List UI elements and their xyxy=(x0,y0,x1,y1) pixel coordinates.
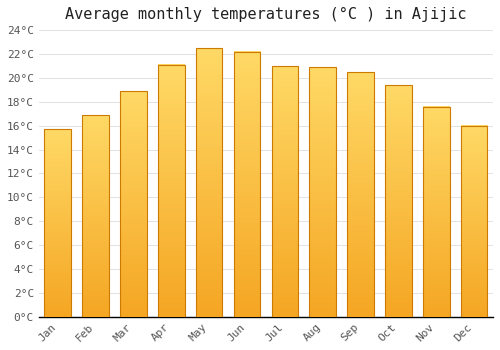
Bar xyxy=(120,91,146,317)
Bar xyxy=(348,72,374,317)
Bar xyxy=(234,51,260,317)
Bar xyxy=(196,48,222,317)
Bar xyxy=(272,66,298,317)
Bar xyxy=(423,106,450,317)
Bar xyxy=(310,67,336,317)
Bar xyxy=(158,65,184,317)
Bar xyxy=(385,85,411,317)
Bar xyxy=(44,129,71,317)
Bar xyxy=(82,115,109,317)
Title: Average monthly temperatures (°C ) in Ajijic: Average monthly temperatures (°C ) in Aj… xyxy=(65,7,466,22)
Bar xyxy=(461,126,487,317)
